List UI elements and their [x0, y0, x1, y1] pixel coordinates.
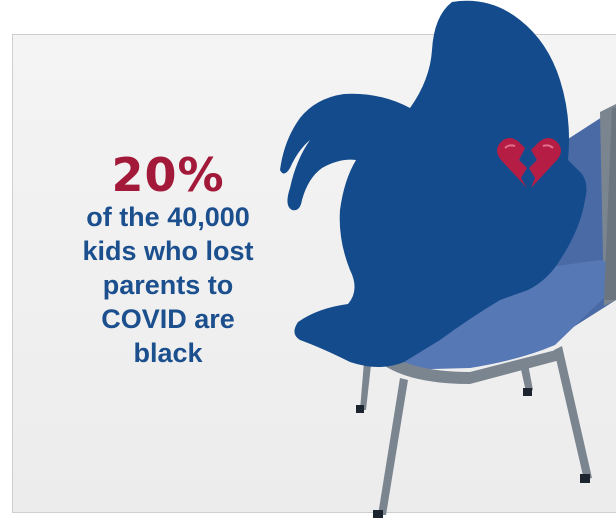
stat-percentage: 20%	[111, 148, 225, 202]
stat-text-block: 20% of the 40,000 kids who lost parents …	[50, 150, 286, 370]
broken-heart-icon	[497, 138, 561, 188]
sad-child-silhouette	[280, 0, 587, 368]
stat-caption: of the 40,000 kids who lost parents to C…	[82, 202, 254, 368]
